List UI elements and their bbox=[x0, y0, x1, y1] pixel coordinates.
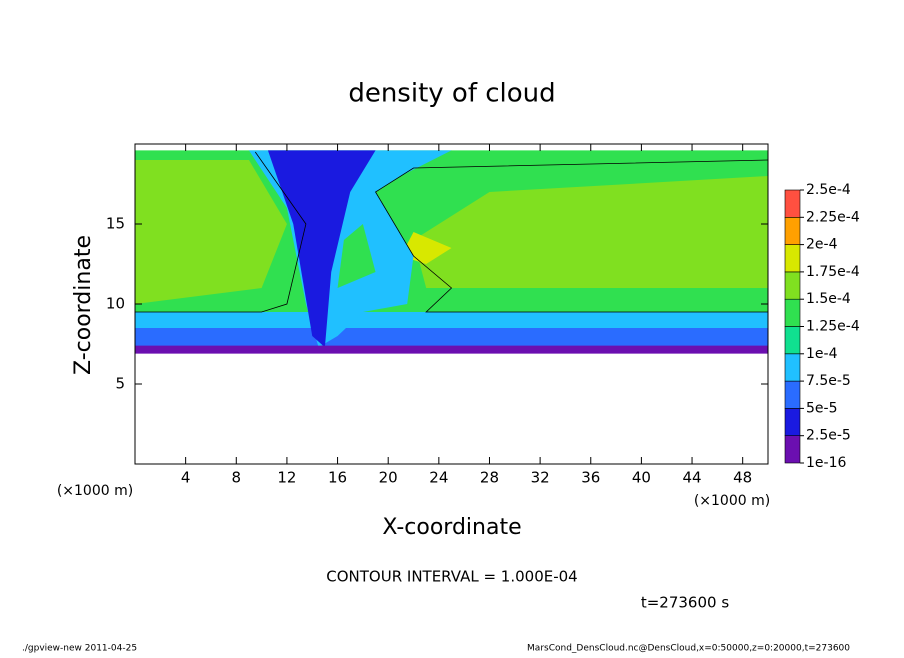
colorbar-label: 1e-16 bbox=[806, 455, 846, 471]
contour-line bbox=[374, 159, 769, 313]
y-unit: (×1000 m) bbox=[57, 483, 133, 499]
colorbar-box bbox=[784, 298, 801, 327]
x-unit: (×1000 m) bbox=[694, 493, 770, 509]
colorbar-label: 1.75e-4 bbox=[806, 264, 860, 280]
colorbar-box bbox=[784, 244, 801, 273]
colorbar-label: 7.5e-5 bbox=[806, 373, 851, 389]
colorbar-box bbox=[784, 271, 801, 300]
field-region bbox=[413, 176, 768, 288]
colorbar-label: 1.5e-4 bbox=[806, 291, 851, 307]
colorbar-label: 1.25e-4 bbox=[806, 319, 860, 335]
colorbar-box bbox=[784, 353, 801, 382]
x-tick-label: 40 bbox=[632, 469, 651, 487]
y-axis-label: Z-coordinate bbox=[71, 235, 96, 375]
colorbar-box bbox=[784, 408, 801, 436]
chart-title: density of cloud bbox=[348, 79, 555, 109]
footer-left: ./gpview-new 2011-04-25 bbox=[22, 644, 137, 654]
x-tick-label: 44 bbox=[682, 469, 701, 487]
x-tick-label: 12 bbox=[277, 469, 296, 487]
y-tick-label: 15 bbox=[106, 215, 125, 233]
field-region bbox=[135, 160, 287, 304]
x-tick-label: 8 bbox=[232, 469, 242, 487]
time-label: t=273600 s bbox=[641, 594, 729, 612]
y-tick-label: 10 bbox=[106, 295, 125, 313]
x-tick-label: 20 bbox=[379, 469, 398, 487]
footer-right: MarsCond_DensCloud.nc@DensCloud,x=0:5000… bbox=[527, 644, 850, 654]
colorbar-label: 2.5e-4 bbox=[806, 182, 851, 198]
field-region bbox=[337, 224, 376, 288]
colorbar-label: 5e-5 bbox=[806, 400, 837, 416]
contour-interval: CONTOUR INTERVAL = 1.000E-04 bbox=[326, 568, 577, 586]
x-tick-label: 28 bbox=[480, 469, 499, 487]
colorbar-box bbox=[784, 326, 801, 355]
colorbar-box bbox=[784, 380, 801, 409]
x-axis-label: X-coordinate bbox=[382, 515, 521, 540]
field-region bbox=[267, 150, 376, 348]
x-tick-label: 4 bbox=[181, 469, 191, 487]
x-tick-label: 24 bbox=[429, 469, 448, 487]
colorbar-label: 2e-4 bbox=[806, 237, 838, 253]
x-tick-label: 32 bbox=[531, 469, 550, 487]
colorbar-box bbox=[784, 217, 801, 245]
contour-line bbox=[135, 151, 307, 313]
colorbar-label: 1e-4 bbox=[806, 346, 838, 362]
x-tick-label: 48 bbox=[733, 469, 752, 487]
y-tick-label: 5 bbox=[115, 375, 125, 393]
x-tick-label: 36 bbox=[581, 469, 600, 487]
colorbar-box bbox=[784, 435, 801, 464]
colorbar-box bbox=[784, 189, 801, 218]
colorbar-label: 2.25e-4 bbox=[806, 209, 860, 225]
field-region bbox=[135, 345, 768, 354]
colorbar-label: 2.5e-5 bbox=[806, 428, 851, 444]
x-tick-label: 16 bbox=[328, 469, 347, 487]
